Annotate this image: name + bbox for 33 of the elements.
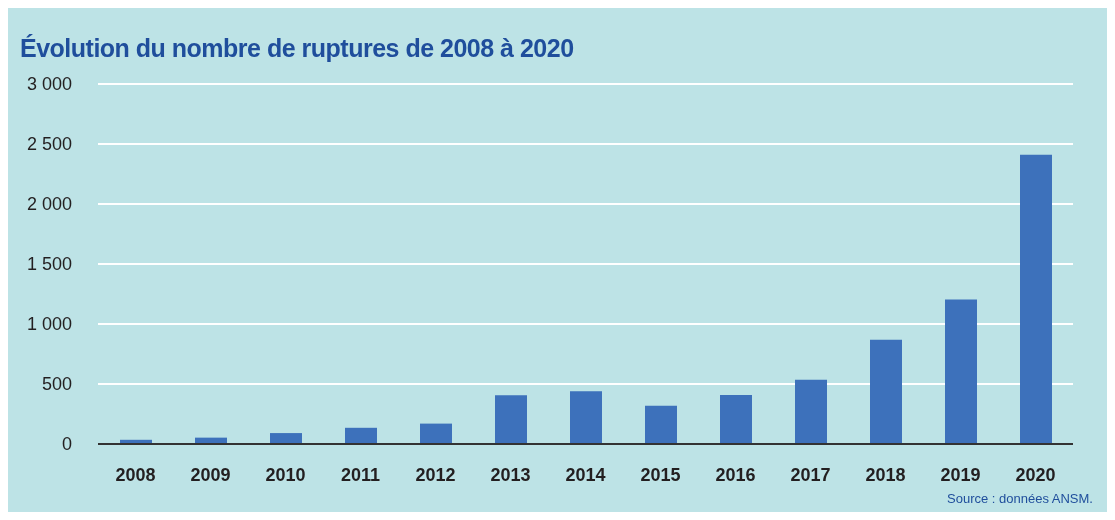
y-tick-label: 2 000 (26, 194, 72, 215)
y-tick-label: 1 000 (26, 314, 72, 335)
x-tick-label: 2020 (1015, 464, 1056, 485)
bar (420, 423, 452, 444)
bar (945, 299, 977, 444)
x-tick-label: 2018 (865, 464, 906, 485)
x-tick-label: 2013 (490, 464, 531, 485)
source-note: Source : données ANSM. (947, 491, 1093, 506)
chart-title: Évolution du nombre de ruptures de 2008 à 2020 (20, 34, 574, 63)
bar (645, 405, 677, 444)
x-tick-label: 2017 (790, 464, 831, 485)
x-tick-label: 2016 (715, 464, 756, 485)
x-tick-label: 2011 (340, 464, 381, 485)
y-tick-label: 3 000 (26, 74, 72, 95)
bar (570, 391, 602, 444)
bar (345, 427, 377, 444)
bar (720, 395, 752, 444)
y-tick-label: 0 (61, 434, 72, 455)
bar (1020, 154, 1052, 444)
x-tick-label: 2014 (565, 464, 606, 485)
x-tick-label: 2012 (415, 464, 456, 485)
y-tick-label: 500 (41, 374, 72, 395)
x-tick-label: 2008 (115, 464, 156, 485)
x-tick-label: 2010 (265, 464, 306, 485)
bar (870, 339, 902, 444)
y-tick-label: 1 500 (26, 254, 72, 275)
bar (270, 433, 302, 444)
y-tick-label: 2 500 (26, 134, 72, 155)
bar (795, 379, 827, 444)
x-tick-label: 2015 (640, 464, 681, 485)
x-tick-label: 2009 (190, 464, 231, 485)
bar (495, 395, 527, 444)
x-tick-label: 2019 (940, 464, 981, 485)
